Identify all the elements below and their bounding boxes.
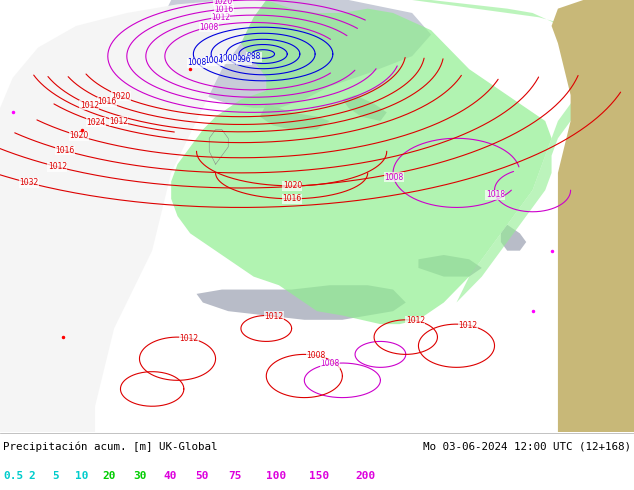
Text: 1020: 1020 bbox=[283, 181, 302, 190]
Text: 1008: 1008 bbox=[384, 172, 403, 181]
Polygon shape bbox=[171, 0, 552, 324]
Text: Mo 03-06-2024 12:00 UTC (12+168): Mo 03-06-2024 12:00 UTC (12+168) bbox=[423, 441, 631, 452]
Polygon shape bbox=[260, 104, 330, 130]
Text: 1020: 1020 bbox=[70, 131, 89, 141]
Text: 1024: 1024 bbox=[87, 118, 106, 126]
Text: 988: 988 bbox=[247, 52, 261, 61]
Text: 1004: 1004 bbox=[204, 56, 224, 65]
Text: 1012: 1012 bbox=[458, 320, 477, 330]
Text: 0.5: 0.5 bbox=[3, 470, 23, 481]
Text: Precipitación acum. [m] UK-Global: Precipitación acum. [m] UK-Global bbox=[3, 441, 217, 452]
Text: 1016: 1016 bbox=[283, 195, 302, 203]
Text: 1012: 1012 bbox=[211, 13, 230, 22]
Text: 1016: 1016 bbox=[55, 146, 75, 155]
Text: 150: 150 bbox=[309, 470, 330, 481]
Polygon shape bbox=[501, 225, 526, 251]
Text: 1020: 1020 bbox=[112, 92, 131, 101]
Text: 20: 20 bbox=[103, 470, 116, 481]
Text: 1000: 1000 bbox=[219, 54, 238, 63]
Text: 10: 10 bbox=[75, 470, 88, 481]
Text: 1008: 1008 bbox=[188, 58, 207, 67]
Text: 1012: 1012 bbox=[179, 334, 198, 343]
Text: 1012: 1012 bbox=[264, 312, 283, 320]
Text: 1012: 1012 bbox=[406, 316, 425, 325]
Polygon shape bbox=[418, 255, 482, 276]
Text: 1032: 1032 bbox=[20, 178, 39, 188]
Polygon shape bbox=[342, 95, 387, 121]
Text: 1016: 1016 bbox=[214, 4, 233, 14]
Text: 5: 5 bbox=[52, 470, 59, 481]
Text: 1016: 1016 bbox=[98, 97, 117, 106]
Polygon shape bbox=[552, 0, 634, 432]
Text: 50: 50 bbox=[195, 470, 209, 481]
Text: 996: 996 bbox=[236, 55, 251, 64]
Text: 30: 30 bbox=[133, 470, 146, 481]
Text: 1012: 1012 bbox=[109, 117, 128, 126]
Text: 1018: 1018 bbox=[486, 190, 505, 199]
Text: 2: 2 bbox=[29, 470, 36, 481]
Text: 75: 75 bbox=[228, 470, 242, 481]
Polygon shape bbox=[0, 0, 266, 432]
Text: 100: 100 bbox=[266, 470, 287, 481]
Text: 1008: 1008 bbox=[321, 360, 340, 368]
Polygon shape bbox=[158, 0, 431, 108]
Text: 1020: 1020 bbox=[213, 0, 232, 6]
Text: 1012: 1012 bbox=[48, 162, 67, 171]
Text: 1008: 1008 bbox=[199, 23, 218, 32]
Text: 40: 40 bbox=[164, 470, 177, 481]
Polygon shape bbox=[412, 0, 609, 302]
Text: 1012: 1012 bbox=[80, 100, 99, 110]
Polygon shape bbox=[197, 285, 406, 320]
Text: 200: 200 bbox=[355, 470, 375, 481]
Text: 1008: 1008 bbox=[306, 351, 325, 360]
